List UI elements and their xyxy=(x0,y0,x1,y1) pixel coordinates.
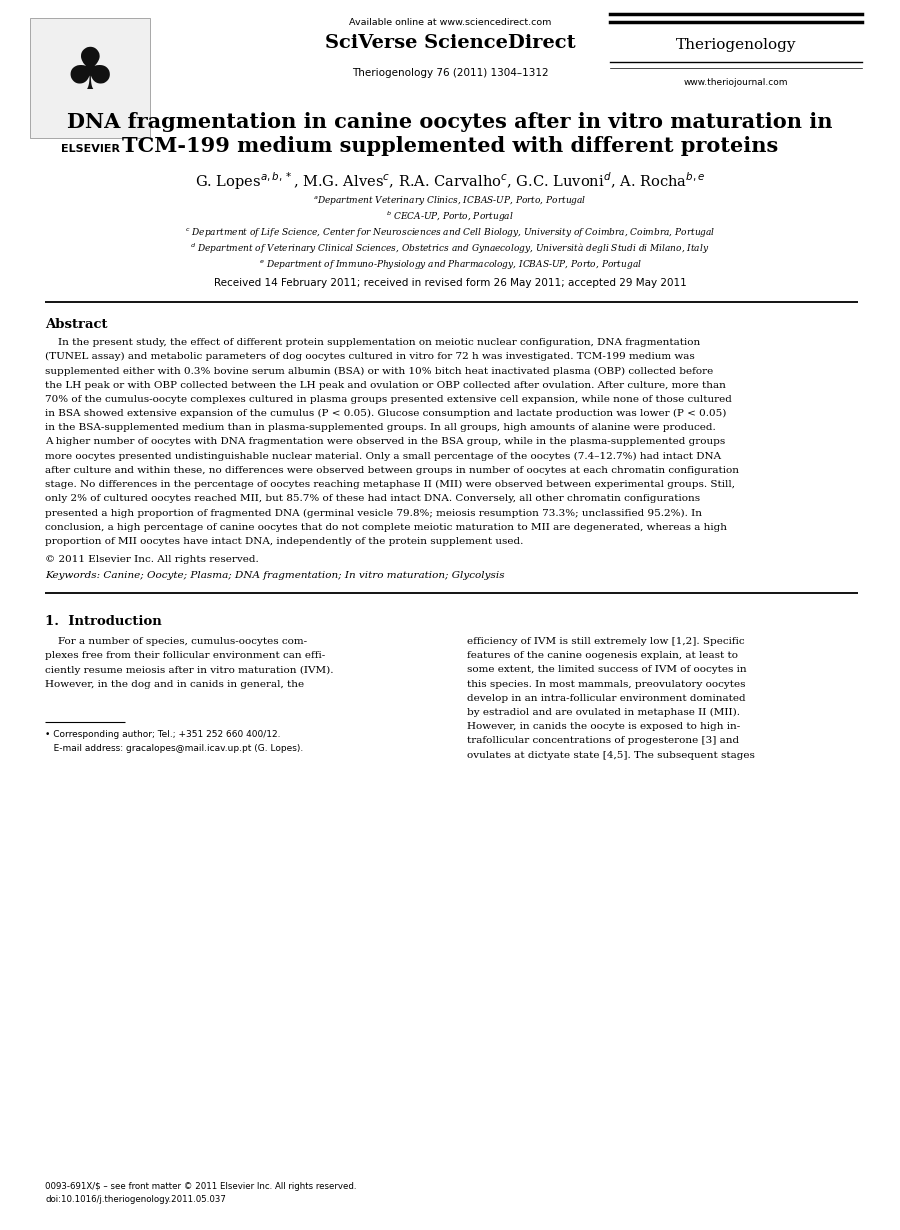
Text: plexes free from their follicular environment can effi-: plexes free from their follicular enviro… xyxy=(45,651,325,661)
Text: $^{a}$Department Veterinary Clinics, ICBAS-UP, Porto, Portugal: $^{a}$Department Veterinary Clinics, ICB… xyxy=(313,194,587,207)
Text: (TUNEL assay) and metabolic parameters of dog oocytes cultured in vitro for 72 h: (TUNEL assay) and metabolic parameters o… xyxy=(45,352,695,362)
Text: © 2011 Elsevier Inc. All rights reserved.: © 2011 Elsevier Inc. All rights reserved… xyxy=(45,555,259,565)
Text: However, in the dog and in canids in general, the: However, in the dog and in canids in gen… xyxy=(45,680,304,689)
Text: efficiency of IVM is still extremely low [1,2]. Specific: efficiency of IVM is still extremely low… xyxy=(467,637,744,646)
Text: Theriogenology: Theriogenology xyxy=(676,38,796,52)
Text: ♣: ♣ xyxy=(64,43,116,101)
Text: features of the canine oogenesis explain, at least to: features of the canine oogenesis explain… xyxy=(467,651,738,661)
Text: in BSA showed extensive expansion of the cumulus (P < 0.05). Glucose consumption: in BSA showed extensive expansion of the… xyxy=(45,410,726,418)
Text: by estradiol and are ovulated in metaphase II (MII).: by estradiol and are ovulated in metapha… xyxy=(467,708,740,717)
Text: ciently resume meiosis after in vitro maturation (IVM).: ciently resume meiosis after in vitro ma… xyxy=(45,665,334,674)
Text: ELSEVIER: ELSEVIER xyxy=(60,144,120,154)
Text: develop in an intra-follicular environment dominated: develop in an intra-follicular environme… xyxy=(467,694,745,702)
Text: this species. In most mammals, preovulatory oocytes: this species. In most mammals, preovulat… xyxy=(467,680,745,689)
Text: E-mail address: gracalopes@mail.icav.up.pt (G. Lopes).: E-mail address: gracalopes@mail.icav.up.… xyxy=(45,744,303,753)
Text: However, in canids the oocyte is exposed to high in-: However, in canids the oocyte is exposed… xyxy=(467,722,740,731)
Text: TCM-199 medium supplemented with different proteins: TCM-199 medium supplemented with differe… xyxy=(122,137,778,156)
Text: 1.  Introduction: 1. Introduction xyxy=(45,615,162,629)
Text: Received 14 February 2011; received in revised form 26 May 2011; accepted 29 May: Received 14 February 2011; received in r… xyxy=(213,278,687,288)
Text: In the present study, the effect of different protein supplementation on meiotic: In the present study, the effect of diff… xyxy=(45,338,700,347)
Text: $^{b}$ CECA-UP, Porto, Portugal: $^{b}$ CECA-UP, Porto, Portugal xyxy=(386,210,514,224)
Text: trafollicular concentrations of progesterone [3] and: trafollicular concentrations of progeste… xyxy=(467,737,739,745)
Text: ovulates at dictyate state [4,5]. The subsequent stages: ovulates at dictyate state [4,5]. The su… xyxy=(467,750,755,760)
Text: Keywords: Canine; Oocyte; Plasma; DNA fragmentation; In vitro maturation; Glycol: Keywords: Canine; Oocyte; Plasma; DNA fr… xyxy=(45,571,505,581)
Text: more oocytes presented undistinguishable nuclear material. Only a small percenta: more oocytes presented undistinguishable… xyxy=(45,451,721,461)
Text: 70% of the cumulus-oocyte complexes cultured in plasma groups presented extensiv: 70% of the cumulus-oocyte complexes cult… xyxy=(45,395,732,403)
Text: For a number of species, cumulus-oocytes com-: For a number of species, cumulus-oocytes… xyxy=(45,637,307,646)
Text: www.theriojournal.com: www.theriojournal.com xyxy=(684,77,788,87)
Text: in the BSA-supplemented medium than in plasma-supplemented groups. In all groups: in the BSA-supplemented medium than in p… xyxy=(45,423,716,432)
Text: $^{d}$ Department of Veterinary Clinical Sciences, Obstetrics and Gynaecology, U: $^{d}$ Department of Veterinary Clinical… xyxy=(190,242,710,256)
Text: stage. No differences in the percentage of oocytes reaching metaphase II (MII) w: stage. No differences in the percentage … xyxy=(45,480,735,490)
Text: only 2% of cultured oocytes reached MII, but 85.7% of these had intact DNA. Conv: only 2% of cultured oocytes reached MII,… xyxy=(45,494,700,503)
Text: • Corresponding author; Tel.; +351 252 660 400/12.: • Corresponding author; Tel.; +351 252 6… xyxy=(45,729,281,739)
Text: DNA fragmentation in canine oocytes after in vitro maturation in: DNA fragmentation in canine oocytes afte… xyxy=(68,112,833,132)
Text: Theriogenology 76 (2011) 1304–1312: Theriogenology 76 (2011) 1304–1312 xyxy=(352,68,548,77)
Text: doi:10.1016/j.theriogenology.2011.05.037: doi:10.1016/j.theriogenology.2011.05.037 xyxy=(45,1196,226,1204)
Text: after culture and within these, no differences were observed between groups in n: after culture and within these, no diffe… xyxy=(45,466,739,475)
Text: proportion of MII oocytes have intact DNA, independently of the protein suppleme: proportion of MII oocytes have intact DN… xyxy=(45,536,524,546)
Text: some extent, the limited success of IVM of oocytes in: some extent, the limited success of IVM … xyxy=(467,665,747,674)
Text: presented a high proportion of fragmented DNA (germinal vesicle 79.8%; meiosis r: presented a high proportion of fragmente… xyxy=(45,508,702,518)
Text: supplemented either with 0.3% bovine serum albumin (BSA) or with 10% bitch heat : supplemented either with 0.3% bovine ser… xyxy=(45,367,713,375)
Text: G. Lopes$^{a,b,*}$, M.G. Alves$^{c}$, R.A. Carvalho$^{c}$, G.C. Luvoni$^{d}$, A.: G. Lopes$^{a,b,*}$, M.G. Alves$^{c}$, R.… xyxy=(195,170,705,192)
Text: SciVerse ScienceDirect: SciVerse ScienceDirect xyxy=(325,34,575,52)
Text: conclusion, a high percentage of canine oocytes that do not complete meiotic mat: conclusion, a high percentage of canine … xyxy=(45,523,727,531)
Text: $^{c}$ Department of Life Science, Center for Neurosciences and Cell Biology, Un: $^{c}$ Department of Life Science, Cente… xyxy=(184,226,716,239)
Text: Abstract: Abstract xyxy=(45,319,107,331)
Text: Available online at www.sciencedirect.com: Available online at www.sciencedirect.co… xyxy=(349,18,551,27)
Bar xyxy=(30,18,150,138)
Text: A higher number of oocytes with DNA fragmentation were observed in the BSA group: A higher number of oocytes with DNA frag… xyxy=(45,438,725,446)
Text: $^{e}$ Department of Immuno-Physiology and Pharmacology, ICBAS-UP, Porto, Portug: $^{e}$ Department of Immuno-Physiology a… xyxy=(258,258,642,271)
Text: the LH peak or with OBP collected between the LH peak and ovulation or OBP colle: the LH peak or with OBP collected betwee… xyxy=(45,380,726,390)
Text: 0093-691X/$ – see front matter © 2011 Elsevier Inc. All rights reserved.: 0093-691X/$ – see front matter © 2011 El… xyxy=(45,1182,356,1191)
